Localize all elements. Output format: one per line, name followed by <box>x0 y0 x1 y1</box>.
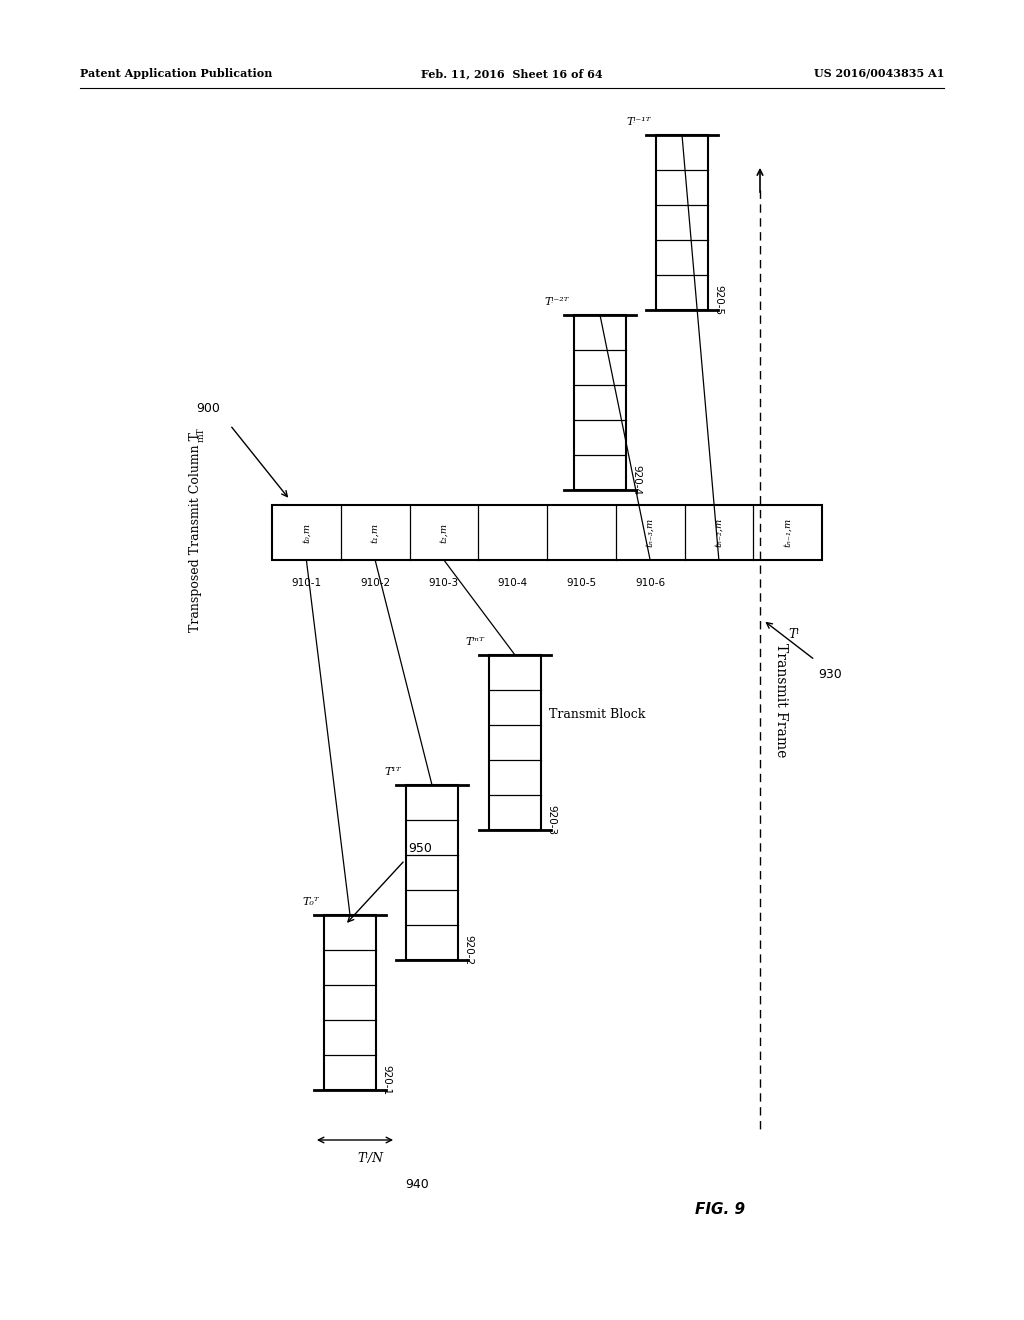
Text: tₙ₋₂,m: tₙ₋₂,m <box>715 517 723 546</box>
Text: mT: mT <box>197 428 206 442</box>
Text: Tⁱ: Tⁱ <box>788 628 799 642</box>
Bar <box>489 655 541 830</box>
Text: 920-2: 920-2 <box>463 935 473 965</box>
Text: tₙ₋₁,m: tₙ₋₁,m <box>783 517 793 546</box>
Text: Transmit Block: Transmit Block <box>549 709 645 722</box>
Text: Tᵎ⁻²ᵀ: Tᵎ⁻²ᵀ <box>545 297 569 308</box>
Text: 910-1: 910-1 <box>291 578 322 587</box>
Text: 920-3: 920-3 <box>546 805 556 836</box>
Text: US 2016/0043835 A1: US 2016/0043835 A1 <box>814 69 944 79</box>
Bar <box>272 506 822 560</box>
Text: FIG. 9: FIG. 9 <box>695 1203 745 1217</box>
Text: 950: 950 <box>408 842 432 855</box>
Text: 920-4: 920-4 <box>631 465 641 495</box>
Text: t₂,m: t₂,m <box>439 523 449 543</box>
Text: t₁,m: t₁,m <box>371 523 380 543</box>
Text: 910-3: 910-3 <box>429 578 459 587</box>
Text: Patent Application Publication: Patent Application Publication <box>80 69 272 79</box>
Bar <box>406 785 458 960</box>
Text: 940: 940 <box>406 1177 429 1191</box>
Text: Tᵐᵀ: Tᵐᵀ <box>465 638 484 647</box>
Text: Tᵎ⁻¹ᵀ: Tᵎ⁻¹ᵀ <box>627 117 651 127</box>
Bar <box>324 915 376 1090</box>
Text: 910-4: 910-4 <box>498 578 527 587</box>
Text: T¹ᵀ: T¹ᵀ <box>384 767 401 777</box>
Text: 910-6: 910-6 <box>635 578 666 587</box>
Bar <box>574 315 626 490</box>
Text: 920-5: 920-5 <box>713 285 723 315</box>
Text: 910-5: 910-5 <box>566 578 596 587</box>
Text: 900: 900 <box>197 403 220 414</box>
Text: tₙ₋₃,m: tₙ₋₃,m <box>645 517 654 546</box>
Text: T₀ᵀ: T₀ᵀ <box>302 898 319 907</box>
Text: Tⁱ/N: Tⁱ/N <box>357 1152 383 1166</box>
Text: 930: 930 <box>818 668 842 681</box>
Text: 910-2: 910-2 <box>360 578 390 587</box>
Text: Feb. 11, 2016  Sheet 16 of 64: Feb. 11, 2016 Sheet 16 of 64 <box>421 69 603 79</box>
Text: Transposed Transmit Column T: Transposed Transmit Column T <box>188 433 202 632</box>
Text: 920-1: 920-1 <box>381 1065 391 1096</box>
Text: t₀,m: t₀,m <box>302 523 311 543</box>
Bar <box>656 135 708 310</box>
Text: Transmit Frame: Transmit Frame <box>774 643 788 758</box>
